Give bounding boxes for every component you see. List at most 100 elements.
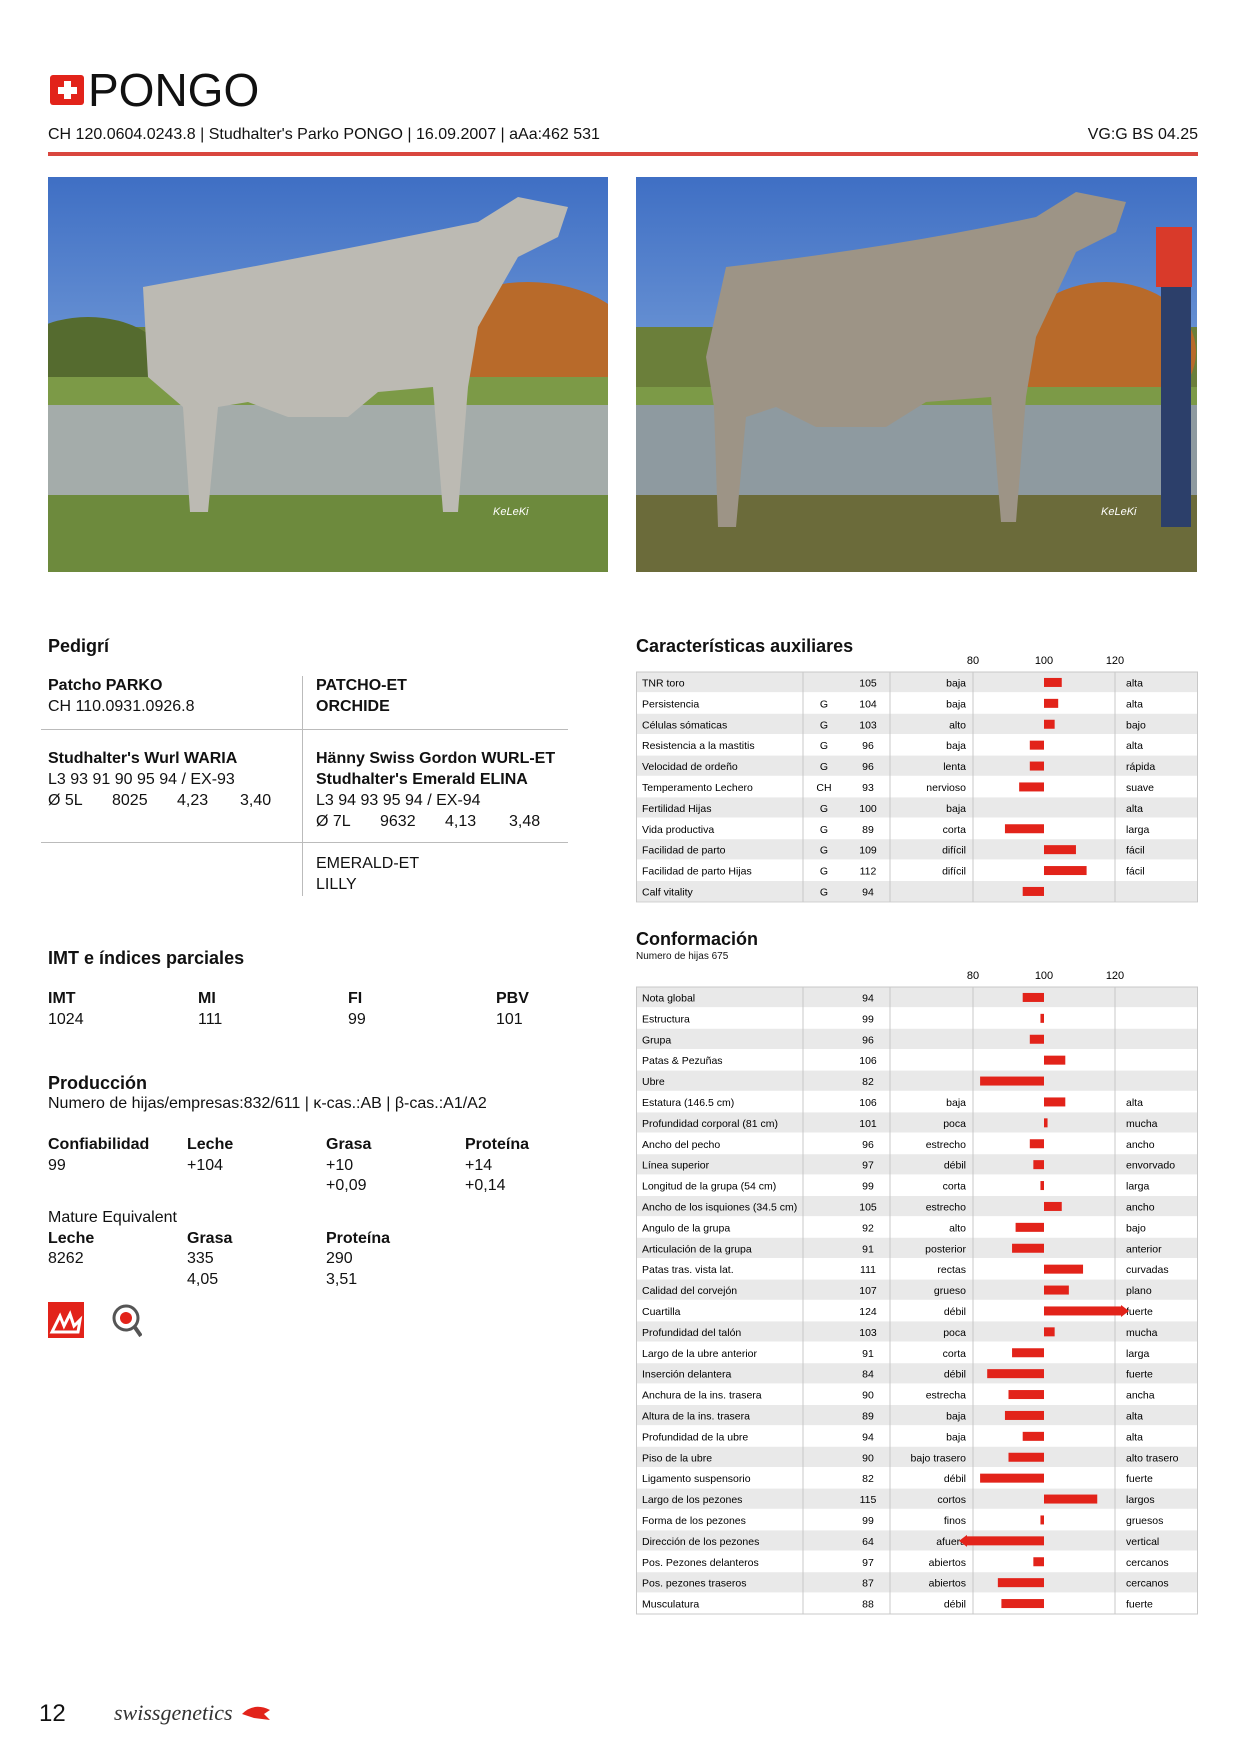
bar: [1044, 1285, 1069, 1295]
row-bg: [636, 1342, 1198, 1364]
row-label: Velocidad de ordeño: [642, 761, 738, 773]
row-bg: [636, 1154, 1198, 1176]
row-value: 103: [859, 719, 877, 731]
high-label: larga: [1126, 1181, 1150, 1193]
auxiliary-chart: 80 100 120 TNR toro 105 baja alta Persistencia G…: [636, 655, 1198, 903]
bar: [1044, 866, 1087, 876]
low-label: rectas: [937, 1264, 966, 1276]
row-value: 115: [860, 1494, 877, 1506]
row-bg: [636, 1551, 1198, 1573]
row-value: 100: [859, 803, 877, 815]
low-label: bajo trasero: [911, 1452, 967, 1464]
index-header: FI: [348, 990, 363, 1007]
high-label: suave: [1126, 782, 1154, 794]
bar: [1044, 698, 1059, 708]
bar: [1044, 1327, 1055, 1337]
bar: [1033, 1557, 1044, 1567]
index-header: IMT: [48, 990, 76, 1007]
section-title: Producción: [48, 1073, 148, 1093]
row-bg: [636, 713, 1198, 735]
row-label: Largo de la ubre anterior: [642, 1348, 757, 1360]
section-title: IMT e índices parciales: [48, 948, 245, 968]
row-bg: [636, 734, 1198, 756]
row-value: 89: [862, 1410, 874, 1422]
high-label: curvadas: [1126, 1264, 1169, 1276]
row-code: G: [820, 740, 828, 752]
production-value: 99: [48, 1157, 66, 1174]
bar: [1015, 1222, 1044, 1232]
row-bg: [636, 1300, 1198, 1322]
grand-dam-sire: EMERALD-ET: [316, 855, 420, 872]
low-label: afuera: [936, 1536, 966, 1548]
row-bg: [636, 1593, 1198, 1614]
bar: [1022, 992, 1044, 1002]
tick-label: 120: [1106, 970, 1124, 982]
sire-name: Patcho PARKO: [48, 677, 163, 694]
swiss-flag: [50, 75, 84, 105]
high-label: cercanos: [1126, 1578, 1169, 1590]
row-bg: [636, 1070, 1198, 1092]
row-value: 96: [862, 1139, 874, 1151]
row-label: Pos. Pezones delanteros: [642, 1557, 759, 1569]
bar: [1033, 1160, 1044, 1170]
header-rule: [48, 152, 1198, 156]
row-code: G: [820, 719, 828, 731]
low-label: alto: [949, 1222, 966, 1234]
row-value: 94: [862, 992, 874, 1004]
row-bg: [636, 1446, 1198, 1468]
row-label: Longitud de la grupa (54 cm): [642, 1181, 776, 1193]
mature-header: Leche: [48, 1230, 95, 1247]
row-bg: [636, 1384, 1198, 1405]
row-value: 106: [859, 1097, 877, 1109]
high-label: plano: [1126, 1285, 1152, 1297]
production-value: +14: [465, 1157, 493, 1174]
row-label: Línea superior: [642, 1160, 710, 1172]
bar: [1044, 1055, 1066, 1065]
row-value: 99: [862, 1181, 874, 1193]
high-label: ancho: [1126, 1201, 1155, 1213]
row-bg: [636, 1572, 1198, 1594]
tick-label: 100: [1035, 655, 1053, 667]
high-label: fuerte: [1126, 1599, 1153, 1611]
high-label: mucha: [1126, 1118, 1158, 1130]
row-label: Ligamento suspensorio: [642, 1473, 751, 1485]
mature-value: 290: [326, 1250, 353, 1267]
watermark: KeLeKi: [1101, 506, 1137, 518]
row-value: 99: [862, 1013, 874, 1025]
row-value: 82: [862, 1473, 874, 1485]
mature-header: Proteína: [326, 1230, 391, 1247]
row-label: Anchura de la ins. trasera: [642, 1390, 762, 1402]
dam-dam-lact: Ø 7L: [316, 813, 351, 830]
row-label: Patas & Pezuñas: [642, 1055, 723, 1067]
mature-value: 8262: [48, 1250, 84, 1267]
row-value: 111: [860, 1264, 876, 1276]
bar: [1004, 1410, 1044, 1420]
high-label: vertical: [1126, 1536, 1159, 1548]
high-label: fácil: [1126, 866, 1145, 878]
low-label: baja: [946, 698, 966, 710]
dam-milk: 8025: [112, 792, 148, 809]
row-value: 112: [860, 866, 877, 878]
row-bg: [636, 1467, 1198, 1489]
row-value: 90: [862, 1452, 874, 1464]
row-code: G: [820, 824, 828, 836]
photo: KeLeKi: [636, 177, 1197, 572]
row-value: 93: [862, 782, 874, 794]
bar: [1044, 1306, 1121, 1316]
bar: [1044, 1264, 1084, 1274]
brand: swissgenetics: [114, 1700, 233, 1725]
dam-fat: 4,23: [177, 792, 209, 809]
section-title: Conformación: [636, 929, 759, 949]
row-label: Resistencia a la mastitis: [642, 740, 755, 752]
row-label: Profundidad de la ubre: [642, 1431, 748, 1443]
low-label: débil: [944, 1160, 966, 1172]
bar: [1044, 1494, 1098, 1504]
row-value: 105: [859, 677, 877, 689]
bar: [1040, 1515, 1044, 1525]
row-value: 88: [862, 1599, 874, 1611]
production-value: +104: [187, 1157, 224, 1174]
row-code: G: [820, 845, 828, 857]
row-bg: [636, 1007, 1198, 1029]
row-label: Profundidad corporal (81 cm): [642, 1118, 778, 1130]
subtitle: Numero de hijas 675: [636, 951, 729, 962]
